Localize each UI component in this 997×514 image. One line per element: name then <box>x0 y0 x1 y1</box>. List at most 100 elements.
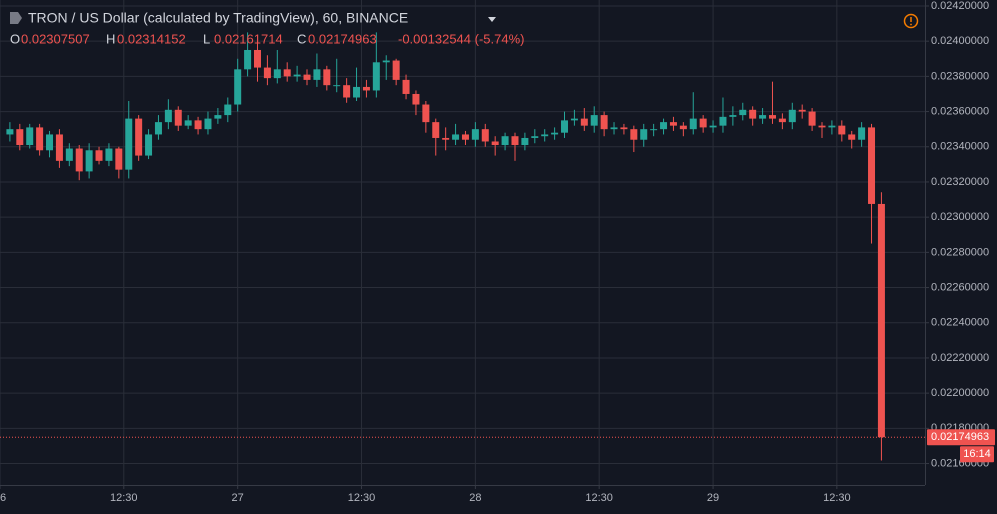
candle-body <box>164 109 172 123</box>
candle-body <box>95 150 103 161</box>
candle-body <box>570 118 578 121</box>
candle-body <box>858 127 866 140</box>
ohlc-value: 0.02307507 <box>21 31 90 46</box>
candle-body <box>333 85 341 87</box>
candle-body <box>471 129 479 140</box>
y-tick-label: 0.02320000 <box>931 176 989 188</box>
candle-body <box>273 69 281 79</box>
candle-body <box>16 129 24 146</box>
candle-body <box>234 69 242 105</box>
candle-body <box>818 125 826 128</box>
warning-icon-dot <box>910 23 912 26</box>
candle-body <box>828 125 836 128</box>
ohlc-key: H <box>106 31 115 46</box>
candle-body <box>293 74 301 77</box>
y-tick-label: 0.02400000 <box>931 35 989 47</box>
candle-body <box>580 118 588 126</box>
candle-body <box>620 127 628 130</box>
candle-body <box>798 109 806 112</box>
x-tick-label: 12:30 <box>823 492 851 504</box>
x-tick-label: 12:30 <box>110 492 138 504</box>
candle-body <box>689 118 697 130</box>
candle-body <box>808 111 816 126</box>
candle-body <box>283 69 291 77</box>
candle-body <box>848 134 856 140</box>
candle-body <box>759 115 767 119</box>
candle-body <box>214 115 222 119</box>
ohlc-value: 0.02161714 <box>214 31 283 46</box>
symbol-icon <box>10 12 22 24</box>
candle-body <box>75 148 83 172</box>
candle-body <box>135 118 143 156</box>
candle-body <box>382 60 390 63</box>
candle-body <box>838 125 846 135</box>
y-tick-label: 0.02340000 <box>931 141 989 153</box>
candle-body <box>244 49 252 70</box>
candle-body <box>343 85 351 98</box>
candle-body <box>679 125 687 130</box>
candle-body <box>551 132 559 135</box>
x-tick-label: 27 <box>232 492 244 504</box>
y-tick-label: 0.02280000 <box>931 246 989 258</box>
candle-body <box>709 125 717 128</box>
candle-body <box>491 141 499 146</box>
candle-body <box>26 127 34 146</box>
candle-body <box>184 120 192 126</box>
candle-body <box>660 122 668 130</box>
candle-body <box>749 109 757 119</box>
dropdown-arrow[interactable] <box>488 17 496 22</box>
y-tick-label: 0.02380000 <box>931 70 989 82</box>
candle-body <box>610 127 618 130</box>
candle-body <box>36 127 44 151</box>
y-tick-label: 0.02300000 <box>931 211 989 223</box>
candle-body <box>303 74 311 80</box>
candle-body <box>868 127 876 204</box>
candle-body <box>194 120 202 130</box>
candle-body <box>432 122 440 138</box>
candle-body <box>105 148 113 161</box>
last-price-tag <box>927 429 995 446</box>
candle-body <box>739 109 747 116</box>
ohlc-key: C <box>297 31 306 46</box>
candle-body <box>253 49 261 68</box>
ohlc-legend: O 0.02307507 H 0.02314152 L 0.02161714 C 0.0217… <box>10 31 524 46</box>
candle-body <box>65 148 73 161</box>
candle-body <box>768 115 776 119</box>
x-tick-label: 26 <box>0 492 6 504</box>
candle-body <box>402 79 410 94</box>
candle-body <box>729 115 737 117</box>
candle-body <box>145 134 153 156</box>
candle-body <box>224 104 232 116</box>
candle-body <box>541 134 549 137</box>
candle-body <box>392 60 400 80</box>
candle-body <box>640 129 648 140</box>
candle-body <box>481 129 489 142</box>
candle-body <box>531 136 539 138</box>
candle-body <box>174 109 182 126</box>
y-tick-label: 0.02240000 <box>931 317 989 329</box>
y-tick-label: 0.02360000 <box>931 105 989 117</box>
candles <box>6 32 885 461</box>
candle-body <box>46 134 54 151</box>
candle-body <box>630 129 638 140</box>
y-tick-label: 0.02200000 <box>931 387 989 399</box>
chart-title: TRON / US Dollar (calculated by TradingV… <box>28 10 408 26</box>
candle-body <box>511 136 519 146</box>
warning-icon[interactable] <box>903 13 919 29</box>
candle-body <box>323 69 331 86</box>
candle-body <box>442 137 450 140</box>
candle-body <box>263 67 271 79</box>
grid <box>0 0 925 485</box>
candle-body <box>6 129 14 135</box>
candle-body <box>115 148 123 170</box>
candle-body <box>452 134 460 140</box>
candle-body <box>788 109 796 123</box>
x-tick-label: 12:30 <box>348 492 376 504</box>
x-tick-label: 29 <box>707 492 719 504</box>
candle-body <box>412 93 420 105</box>
last-price-label: 0.02174963 <box>931 431 989 443</box>
y-tick-label: 0.02420000 <box>931 0 989 12</box>
ohlc-change: -0.00132544 (-5.74%) <box>398 31 524 46</box>
